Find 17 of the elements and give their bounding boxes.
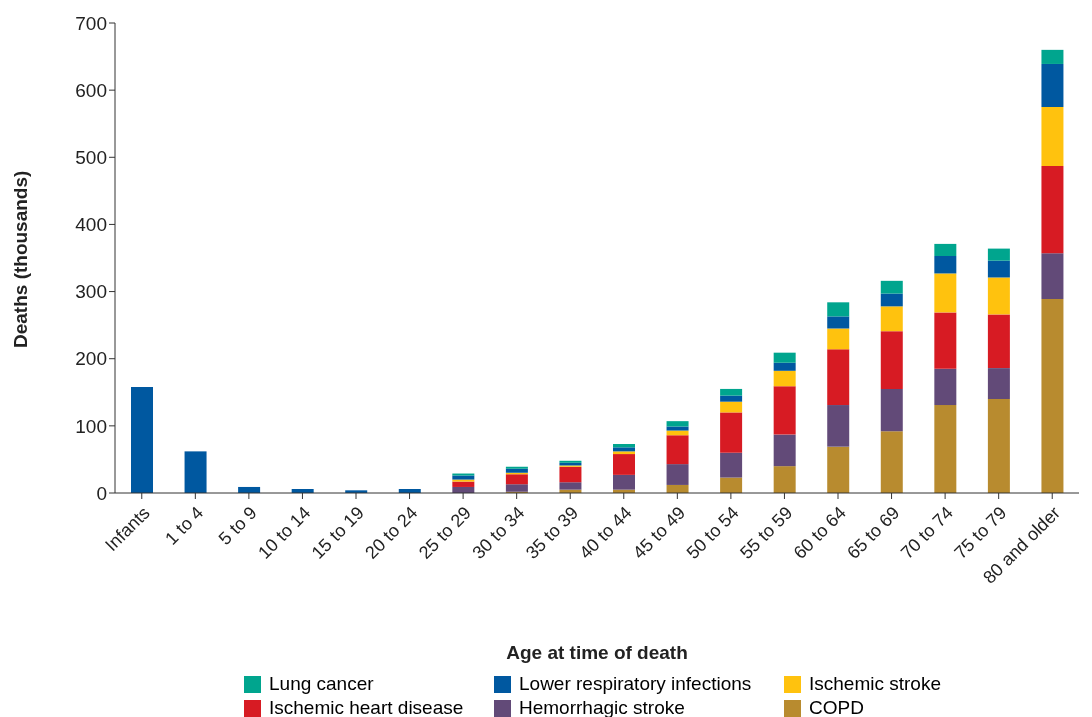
y-tick-label: 200 (75, 348, 107, 370)
y-tick-label: 300 (75, 281, 107, 303)
legend-label: Ischemic stroke (809, 673, 941, 695)
legend-label: Ischemic heart disease (269, 697, 464, 717)
y-tick-label: 500 (75, 147, 107, 169)
x-axis-title: Age at time of death (506, 642, 688, 663)
legend-label: Lung cancer (269, 673, 374, 695)
x-tick-label: 5 to 9 (214, 502, 261, 549)
y-tick-label: 100 (75, 415, 107, 437)
y-tick-label: 700 (75, 12, 107, 34)
y-tick-label: 600 (75, 79, 107, 101)
x-tick-label: 1 to 4 (161, 502, 208, 549)
y-tick-label: 400 (75, 214, 107, 236)
legend-label: Lower respiratory infections (519, 673, 752, 695)
y-axis-title: Deaths (thousands) (9, 170, 31, 348)
y-tick-label: 0 (96, 482, 107, 504)
legend-label: COPD (809, 697, 864, 717)
